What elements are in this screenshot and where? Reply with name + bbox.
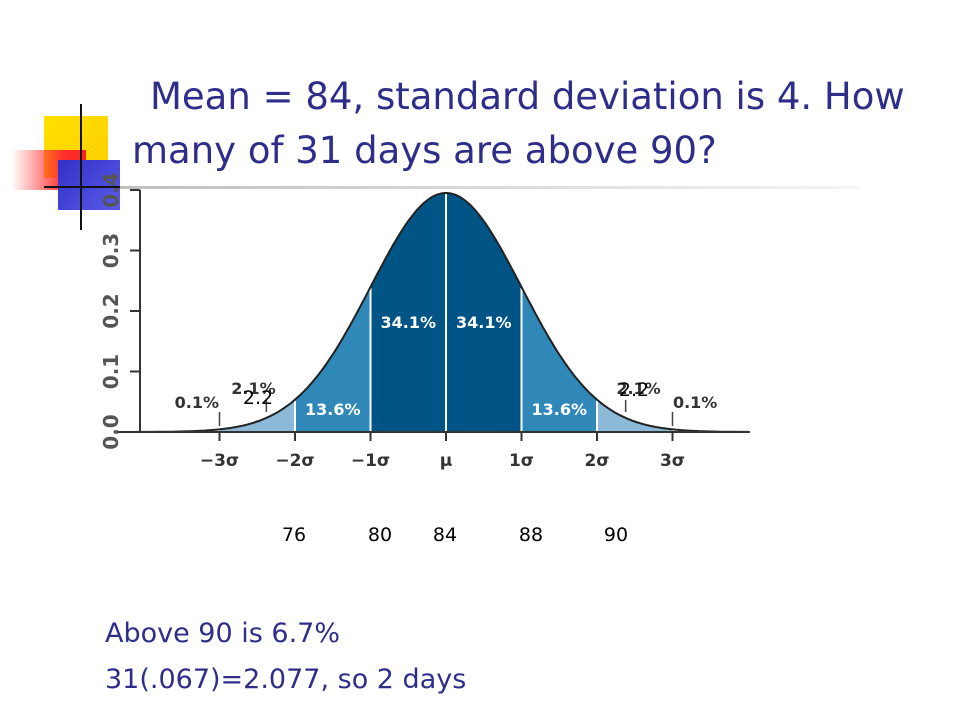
band-label-3: 34.1% (456, 313, 512, 332)
x-value-label-3: 88 (518, 524, 544, 546)
x-value-label-1: 80 (367, 524, 393, 546)
slide-title: Mean = 84, standard deviation is 4. How … (132, 70, 932, 178)
decor-blue-square (58, 160, 120, 210)
overlay-label-0: 2.2 (243, 387, 273, 409)
band-label-5: 2.1% (616, 379, 660, 398)
tail-label-0: 0.1% (175, 393, 219, 412)
decor-horizontal-line (44, 186, 124, 188)
y-tick-label-1: 0.1 (99, 354, 123, 389)
x-value-label-4: 90 (603, 524, 629, 546)
x-tick-label-1: −2σ (275, 451, 314, 471)
x-tick-label-6: 3σ (660, 451, 685, 471)
answer-line-2: 31(.067)=2.077, so 2 days (105, 664, 467, 695)
overlay-label-1: 2.2 (619, 379, 649, 401)
y-tick-label-0: 0.0 (99, 414, 123, 449)
title-line-1: Mean = 84, standard deviation is 4. How (150, 75, 905, 118)
x-value-label-0: 76 (281, 524, 307, 546)
y-tick-label-2: 0.2 (99, 293, 123, 328)
tail-label-1: 0.1% (673, 393, 717, 412)
density-curve (113, 192, 748, 433)
x-tick-label-3: μ (440, 451, 453, 471)
answer-line-1: Above 90 is 6.7% (105, 618, 340, 649)
band-area-5 (597, 399, 673, 432)
x-tick-label-2: −1σ (351, 451, 390, 471)
band-label-0: 2.1% (231, 379, 275, 398)
title-line-2: many of 31 days are above 90? (132, 129, 717, 172)
decor-vertical-line (80, 104, 82, 230)
band-label-4: 13.6% (531, 400, 587, 419)
y-tick-label-4: 0.4 (99, 172, 123, 207)
x-tick-label-5: 2σ (584, 451, 609, 471)
band-label-1: 13.6% (305, 400, 361, 419)
band-area-0 (219, 399, 295, 432)
title-underline (120, 186, 860, 189)
band-label-2: 34.1% (380, 313, 436, 332)
y-tick-label-3: 0.3 (99, 233, 123, 268)
x-tick-label-0: −3σ (200, 451, 239, 471)
x-tick-label-4: 1σ (509, 451, 534, 471)
x-value-label-2: 84 (432, 524, 458, 546)
